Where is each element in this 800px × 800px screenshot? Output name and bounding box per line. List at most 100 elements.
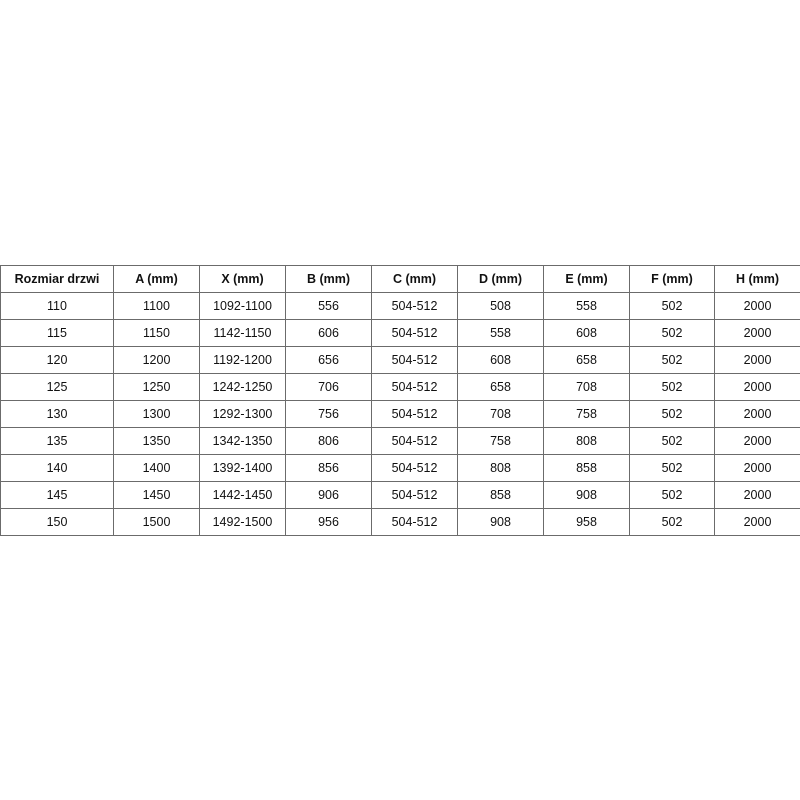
table-cell: 1192-1200	[199, 346, 286, 374]
table-cell: 110	[0, 292, 114, 320]
table-cell: 502	[629, 400, 715, 428]
table-cell: 758	[543, 400, 630, 428]
table-cell: 1392-1400	[199, 454, 286, 482]
table-cell: 2000	[714, 400, 800, 428]
table-cell: 1292-1300	[199, 400, 286, 428]
table-cell: 120	[0, 346, 114, 374]
table-cell: 2000	[714, 373, 800, 401]
table-cell: 956	[285, 508, 372, 536]
table-cell: 758	[457, 427, 544, 455]
dimensions-table: Rozmiar drzwi A (mm) X (mm) B (mm) C (mm) D (…	[0, 265, 800, 536]
table-row: 110 1100 1092-1100 556 504-512 508 558 502 2000	[0, 292, 800, 320]
table-cell: 2000	[714, 292, 800, 320]
table-row: 145 1450 1442-1450 906 504-512 858 908 502 2000	[0, 481, 800, 509]
table-cell: 2000	[714, 481, 800, 509]
table-cell: 2000	[714, 346, 800, 374]
table-cell: 1100	[113, 292, 200, 320]
table-cell: 608	[543, 319, 630, 347]
column-header: C (mm)	[371, 265, 458, 293]
table-cell: 504-512	[371, 481, 458, 509]
table-cell: 135	[0, 427, 114, 455]
table-cell: 808	[457, 454, 544, 482]
table-cell: 806	[285, 427, 372, 455]
table-cell: 708	[543, 373, 630, 401]
table-cell: 508	[457, 292, 544, 320]
table-row: 115 1150 1142-1150 606 504-512 558 608 502 2000	[0, 319, 800, 347]
table-row: 140 1400 1392-1400 856 504-512 808 858 502 2000	[0, 454, 800, 482]
column-header: F (mm)	[629, 265, 715, 293]
column-header: E (mm)	[543, 265, 630, 293]
column-header: D (mm)	[457, 265, 544, 293]
table-cell: 502	[629, 481, 715, 509]
table-cell: 756	[285, 400, 372, 428]
table-cell: 125	[0, 373, 114, 401]
column-header: Rozmiar drzwi	[0, 265, 114, 293]
table-cell: 558	[457, 319, 544, 347]
table-cell: 808	[543, 427, 630, 455]
table-cell: 908	[543, 481, 630, 509]
table-cell: 1300	[113, 400, 200, 428]
table-cell: 606	[285, 319, 372, 347]
table-cell: 502	[629, 346, 715, 374]
table-cell: 145	[0, 481, 114, 509]
column-header: A (mm)	[113, 265, 200, 293]
table-cell: 502	[629, 373, 715, 401]
table-cell: 958	[543, 508, 630, 536]
table-cell: 1350	[113, 427, 200, 455]
table-cell: 140	[0, 454, 114, 482]
table-cell: 2000	[714, 508, 800, 536]
column-header: H (mm)	[714, 265, 800, 293]
table-cell: 608	[457, 346, 544, 374]
table-cell: 504-512	[371, 292, 458, 320]
table-cell: 908	[457, 508, 544, 536]
table-cell: 858	[457, 481, 544, 509]
table-cell: 502	[629, 292, 715, 320]
table-cell: 1142-1150	[199, 319, 286, 347]
table-cell: 1450	[113, 481, 200, 509]
table-cell: 856	[285, 454, 372, 482]
table-cell: 115	[0, 319, 114, 347]
table-cell: 504-512	[371, 508, 458, 536]
table-cell: 504-512	[371, 346, 458, 374]
table-cell: 502	[629, 454, 715, 482]
table-row: 150 1500 1492-1500 956 504-512 908 958 502 2000	[0, 508, 800, 536]
table-cell: 1442-1450	[199, 481, 286, 509]
table-row: 125 1250 1242-1250 706 504-512 658 708 502 2000	[0, 373, 800, 401]
table-cell: 556	[285, 292, 372, 320]
table-cell: 708	[457, 400, 544, 428]
table-cell: 502	[629, 427, 715, 455]
table-cell: 502	[629, 508, 715, 536]
table-cell: 1242-1250	[199, 373, 286, 401]
table-cell: 1342-1350	[199, 427, 286, 455]
table-cell: 906	[285, 481, 372, 509]
table-cell: 504-512	[371, 427, 458, 455]
table-cell: 1492-1500	[199, 508, 286, 536]
table-row: 135 1350 1342-1350 806 504-512 758 808 502 2000	[0, 427, 800, 455]
table-cell: 504-512	[371, 319, 458, 347]
table-cell: 1400	[113, 454, 200, 482]
column-header: X (mm)	[199, 265, 286, 293]
table-cell: 706	[285, 373, 372, 401]
table-cell: 502	[629, 319, 715, 347]
table-cell: 150	[0, 508, 114, 536]
table-cell: 1200	[113, 346, 200, 374]
table-cell: 504-512	[371, 373, 458, 401]
table-cell: 558	[543, 292, 630, 320]
table-cell: 2000	[714, 427, 800, 455]
table-cell: 658	[457, 373, 544, 401]
table-row: 130 1300 1292-1300 756 504-512 708 758 502 2000	[0, 400, 800, 428]
table-cell: 504-512	[371, 400, 458, 428]
table-cell: 1150	[113, 319, 200, 347]
table-cell: 658	[543, 346, 630, 374]
table-cell: 130	[0, 400, 114, 428]
table-cell: 1250	[113, 373, 200, 401]
table-row: 120 1200 1192-1200 656 504-512 608 658 502 2000	[0, 346, 800, 374]
column-header: B (mm)	[285, 265, 372, 293]
table-cell: 858	[543, 454, 630, 482]
table-cell: 2000	[714, 319, 800, 347]
header-row: Rozmiar drzwi A (mm) X (mm) B (mm) C (mm) D (…	[0, 265, 800, 293]
table-cell: 1500	[113, 508, 200, 536]
table-cell: 504-512	[371, 454, 458, 482]
table-cell: 1092-1100	[199, 292, 286, 320]
table-cell: 656	[285, 346, 372, 374]
